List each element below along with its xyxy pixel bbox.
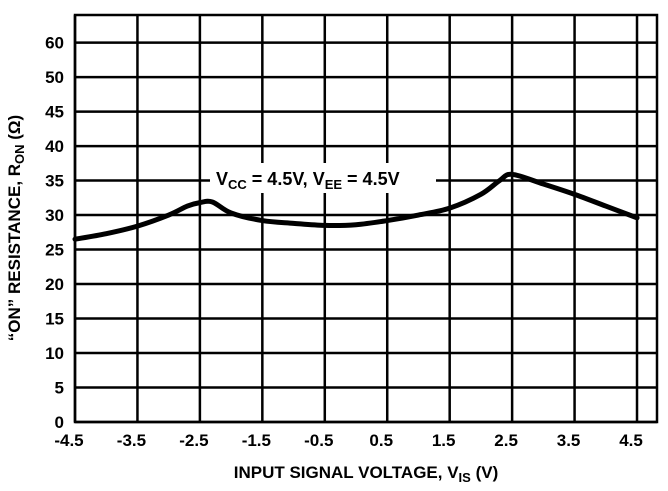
- y-tick-label: 25: [45, 241, 64, 260]
- y-tick-label: 45: [45, 103, 64, 122]
- y-tick-label: 5: [55, 379, 64, 398]
- x-tick-label: 0.5: [369, 431, 393, 450]
- y-tick-label: 30: [45, 206, 64, 225]
- y-tick-label: 0: [55, 413, 64, 432]
- y-tick-label: 35: [45, 172, 64, 191]
- x-tick-label: 2.5: [494, 431, 518, 450]
- y-tick-label: 40: [45, 137, 64, 156]
- x-tick-label: -4.5: [54, 431, 83, 450]
- x-axis-label: INPUT SIGNAL VOLTAGE, VIS (V): [234, 463, 498, 485]
- x-tick-label: 3.5: [557, 431, 581, 450]
- y-axis-label: “ON” RESISTANCE, RON (Ω): [5, 115, 27, 341]
- x-tick-label: 4.5: [619, 431, 643, 450]
- y-tick-labels: 0 5 10 15 20 25 30 35 40 45 50 60: [45, 34, 64, 432]
- plot-frame: [73, 13, 659, 424]
- x-tick-label: -0.5: [304, 431, 333, 450]
- x-tick-label: 1.5: [432, 431, 456, 450]
- y-tick-label: 15: [45, 310, 64, 329]
- series-line-ron: [72, 171, 640, 242]
- annotation-background: [210, 163, 436, 193]
- y-tick-label: 50: [45, 68, 64, 87]
- y-tick-label: 10: [45, 344, 64, 363]
- x-tick-label: -2.5: [179, 431, 208, 450]
- y-tick-label: 60: [45, 34, 64, 53]
- x-tick-label: -3.5: [117, 431, 146, 450]
- x-tick-label: -1.5: [242, 431, 271, 450]
- y-tick-label: 20: [45, 275, 64, 294]
- x-tick-labels: -4.5 -3.5 -2.5 -1.5 -0.5 0.5 1.5 2.5 3.5 4.5: [54, 431, 642, 450]
- annotation-label: VCC = 4.5V, VEE = 4.5V: [216, 169, 400, 192]
